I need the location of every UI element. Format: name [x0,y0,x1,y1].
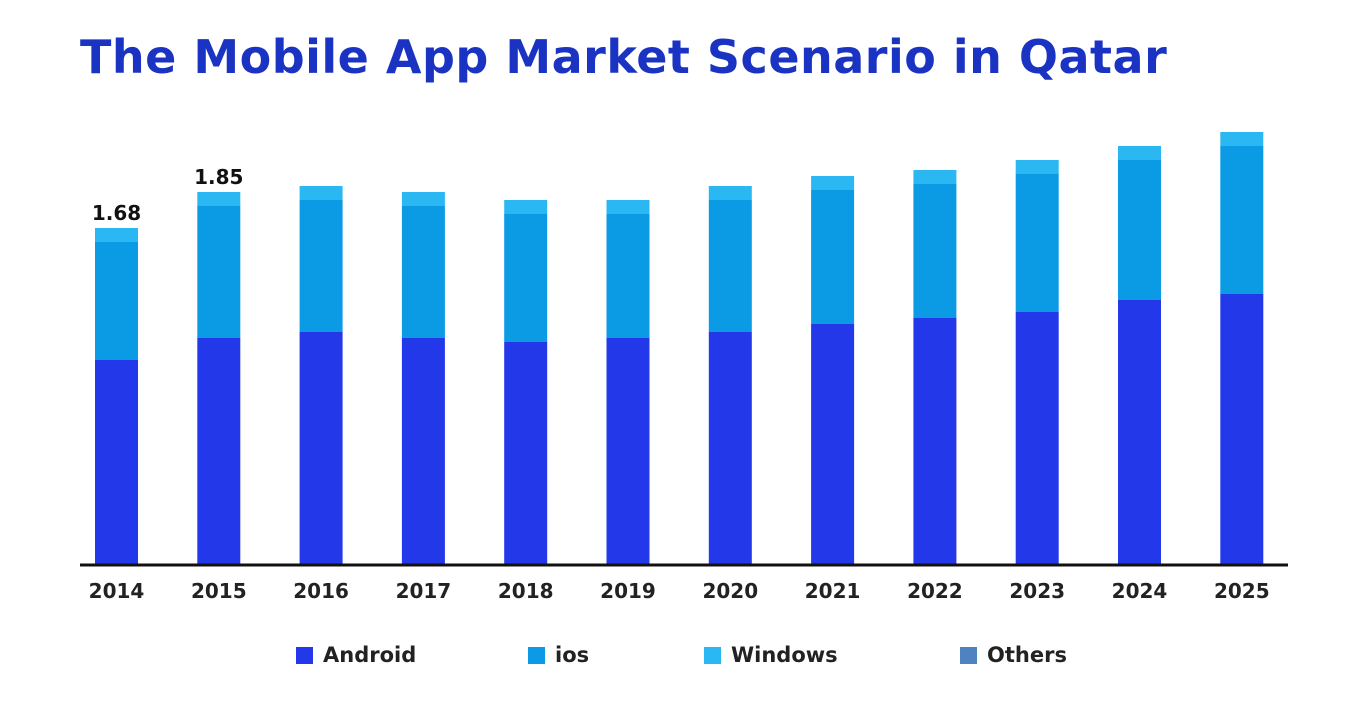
bar-windows-2020 [708,186,752,200]
bar-android-2025 [1220,294,1264,564]
bar-windows-2019 [606,200,650,214]
bar-group-2016 [299,186,343,564]
chart-legend: Android ios Windows Others [0,640,1366,670]
bar-windows-2015 [197,192,241,206]
x-tick-label: 2025 [1214,579,1270,603]
bar-group-2022 [913,170,957,564]
bar-ios-2023 [1015,174,1059,312]
bar-group-2017 [401,192,445,564]
bar-android-2014 [95,360,138,564]
bar-android-2018 [504,342,548,564]
bar-ios-2018 [504,214,548,342]
legend-label-windows: Windows [731,643,838,667]
bar-group-2018 [504,200,548,564]
value-annotations: 1.68 1.85 [92,165,244,225]
bar-android-2022 [913,318,957,564]
legend-swatch-windows [704,646,721,664]
bar-group-2025 [1220,132,1264,564]
x-tick-label: 2015 [191,579,247,603]
bar-windows-2017 [401,192,445,206]
bar-windows-2023 [1015,160,1059,174]
bar-ios-2015 [197,206,241,338]
chart-title: The Mobile App Market Scenario in Qatar [80,30,1168,84]
bar-ios-2021 [811,190,855,324]
legend-swatch-android [296,646,313,664]
legend-swatch-ios [528,646,545,664]
legend-item-others: Others [960,640,1067,670]
bar-ios-2017 [401,206,445,338]
bar-windows-2024 [1118,146,1161,160]
legend-label-ios: ios [555,643,590,667]
bar-group-2014 [95,228,138,564]
legend-item-windows: Windows [704,640,838,670]
bar-android-2015 [197,338,241,564]
bar-group-2019 [606,200,650,564]
x-tick-label: 2014 [89,579,145,603]
x-tick-labels: 2014 2015 2016 2017 2018 2019 2020 2021 2022 2023… [89,579,1270,603]
x-tick-label: 2020 [702,579,758,603]
x-tick-label: 2017 [396,579,452,603]
bar-windows-2018 [504,200,548,214]
x-tick-label: 2021 [805,579,861,603]
bar-ios-2014 [95,242,138,360]
bar-android-2020 [708,332,752,564]
legend-swatch-others [960,646,977,664]
x-tick-label: 2024 [1112,579,1168,603]
bar-android-2019 [606,338,650,564]
bar-ios-2019 [606,214,650,338]
bar-android-2017 [401,338,445,564]
bar-group-2015 [197,192,241,564]
legend-label-android: Android [323,643,417,667]
legend-item-android: Android [296,640,416,670]
x-tick-label: 2019 [600,579,656,603]
bar-ios-2020 [708,200,752,332]
bar-group-2020 [708,186,752,564]
bar-ios-2024 [1118,160,1161,300]
bar-android-2021 [811,324,855,564]
legend-label-others: Others [987,643,1067,667]
bar-groups [95,132,1264,564]
x-tick-label: 2016 [293,579,349,603]
x-tick-label: 2018 [498,579,554,603]
x-tick-label: 2023 [1009,579,1065,603]
data-label-2015: 1.85 [194,165,243,189]
bar-ios-2022 [913,184,957,318]
bar-group-2021 [811,176,855,564]
bar-windows-2016 [299,186,343,200]
bar-group-2023 [1015,160,1059,564]
data-label-2014: 1.68 [92,201,141,225]
bar-windows-2025 [1220,132,1264,146]
bar-ios-2025 [1220,146,1264,294]
bar-android-2023 [1015,312,1059,564]
bar-android-2024 [1118,300,1161,564]
bar-ios-2016 [299,200,343,332]
x-tick-label: 2022 [907,579,963,603]
legend-item-ios: ios [528,640,589,670]
bar-android-2016 [299,332,343,564]
bar-windows-2014 [95,228,138,242]
bar-windows-2022 [913,170,957,184]
bar-windows-2021 [811,176,855,190]
bar-group-2024 [1118,146,1161,564]
